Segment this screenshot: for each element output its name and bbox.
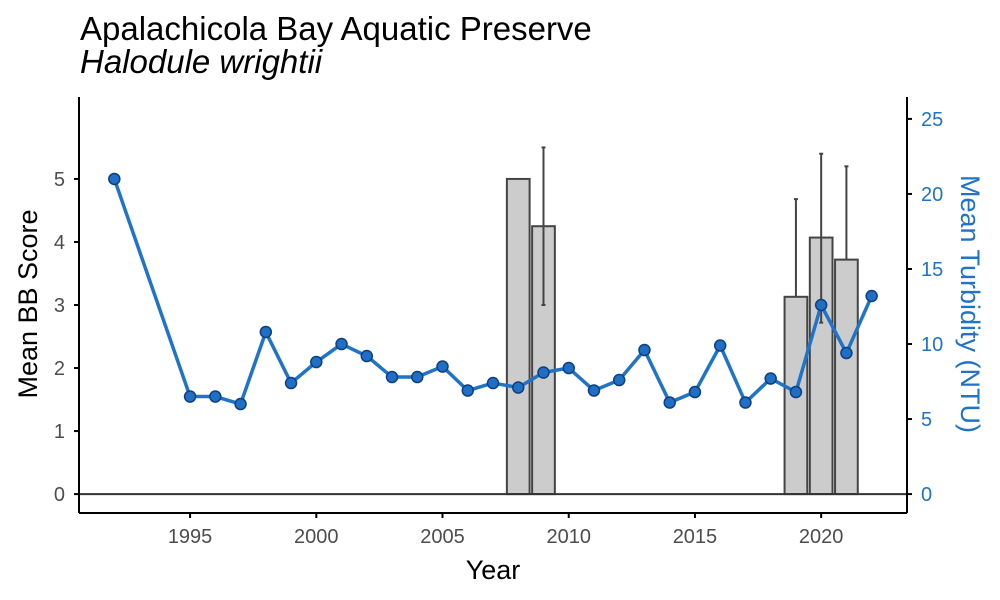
axes: 0 1 2 3 4 5 0 5 10 15 20 25 1995 2000 2005 2010 2015 2020	[54, 97, 943, 548]
y-tick-label: 4	[54, 232, 65, 254]
turbidity-point-1992	[108, 172, 121, 186]
turbidity-point-1997	[234, 397, 247, 411]
turbidity-point-2007	[486, 376, 500, 390]
turbidity-point-2017	[739, 396, 752, 409]
y2-tick-label: 25	[921, 109, 943, 131]
y-tick-label: 1	[54, 421, 65, 443]
turbidity-point-2018	[764, 372, 777, 385]
turbidity-point-2014	[663, 396, 676, 409]
turbidity-point-2016	[713, 339, 727, 352]
turbidity-point-2004	[411, 370, 424, 384]
turbidity-point-2015	[688, 385, 702, 399]
y-tick-label: 5	[54, 169, 65, 191]
chart-subtitle: Halodule wrightii	[80, 43, 323, 80]
turbidity-point-2002	[360, 349, 374, 363]
y2-tick-label: 15	[921, 259, 943, 281]
x-tick-label: 2000	[294, 526, 339, 548]
y-tick-label: 3	[54, 295, 65, 317]
turbidity-point-1999	[284, 376, 298, 390]
y2-tick-label: 20	[921, 184, 943, 206]
x-tick-label: 2005	[420, 526, 465, 548]
turbidity-series	[108, 172, 878, 411]
y-tick-label: 0	[54, 484, 65, 506]
bar-series	[505, 177, 859, 496]
turbidity-point-2022	[865, 289, 878, 303]
x-tick-label: 2015	[673, 526, 718, 548]
y2-tick-label: 10	[921, 334, 943, 356]
y-axis-label: Mean BB Score	[13, 209, 43, 398]
turbidity-point-2009	[537, 366, 550, 379]
y2-axis-label: Mean Turbidity (NTU)	[955, 175, 985, 433]
turbidity-point-2021	[840, 346, 853, 360]
turbidity-point-2006	[461, 384, 475, 397]
turbidity-point-2012	[612, 373, 626, 387]
bar-2021	[834, 258, 859, 496]
turbidity-point-2010	[562, 361, 575, 375]
turbidity-point-1995	[183, 390, 197, 403]
turbidity-point-1998	[259, 325, 273, 339]
turbidity-point-2020	[814, 298, 828, 312]
turbidity-point-2005	[436, 360, 449, 373]
turbidity-point-1996	[209, 390, 222, 403]
error-bars	[541, 146, 849, 324]
turbidity-point-2013	[638, 343, 651, 357]
turbidity-point-2001	[335, 337, 348, 351]
bar-2008	[505, 177, 531, 496]
x-tick-label: 2020	[799, 526, 844, 548]
turbidity-point-2019	[789, 385, 803, 399]
turbidity-point-2011	[587, 384, 601, 397]
turbidity-point-2000	[310, 355, 323, 369]
turbidity-point-2008	[511, 381, 525, 394]
y2-tick-label: 0	[921, 484, 932, 506]
chart-title: Apalachicola Bay Aquatic Preserve	[80, 10, 592, 47]
y2-tick-label: 5	[921, 409, 932, 431]
x-tick-label: 1995	[168, 526, 213, 548]
x-tick-label: 2010	[546, 526, 591, 548]
turbidity-point-2003	[385, 370, 399, 384]
turbidity-line	[112, 178, 874, 406]
x-axis-label: Year	[466, 555, 521, 585]
y-tick-label: 2	[54, 358, 65, 380]
